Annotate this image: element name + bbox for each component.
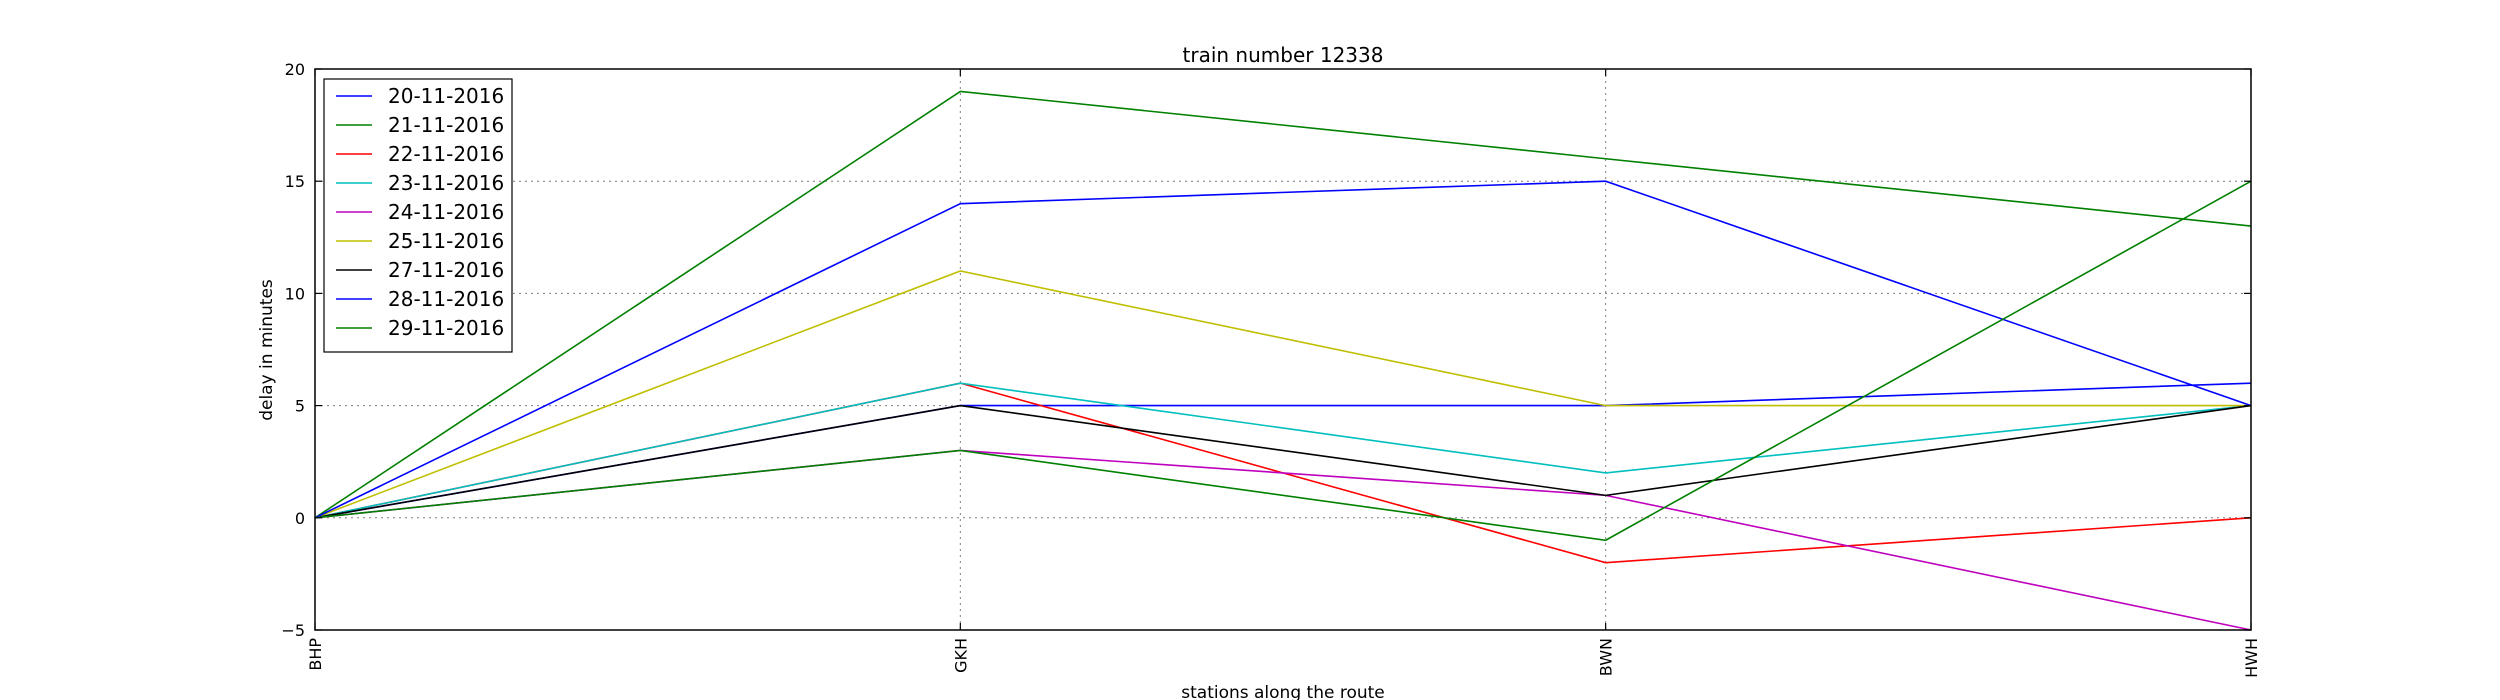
y-axis-label: delay in minutes bbox=[257, 279, 277, 421]
series-line-28-11-2016 bbox=[314, 180, 2252, 519]
y-tick-label: 15 bbox=[285, 172, 305, 191]
x-tick-label: BWN bbox=[1597, 638, 1616, 676]
series-line-21-11-2016 bbox=[314, 90, 2252, 519]
legend-entry-label: 25-11-2016 bbox=[388, 229, 504, 253]
legend-entry-label: 22-11-2016 bbox=[388, 142, 504, 166]
chart-title: train number 12338 bbox=[1183, 43, 1384, 67]
axis-ticks: −5 0 5 10 15 20 BHP GKH BWN HWH bbox=[281, 60, 2261, 678]
x-tick-label: BHP bbox=[306, 638, 325, 671]
series-lines bbox=[314, 90, 2252, 631]
legend-entry-label: 28-11-2016 bbox=[388, 287, 504, 311]
x-axis-label: stations along the route bbox=[1181, 683, 1385, 700]
series-line-27-11-2016 bbox=[314, 404, 2252, 519]
legend-entry-label: 20-11-2016 bbox=[388, 84, 504, 108]
y-tick-label: −5 bbox=[281, 621, 305, 640]
y-tick-label: 0 bbox=[295, 509, 305, 528]
series-line-23-11-2016 bbox=[314, 382, 2252, 519]
y-tick-label: 5 bbox=[295, 397, 305, 416]
x-tick-label: GKH bbox=[951, 638, 970, 673]
legend-entry-label: 23-11-2016 bbox=[388, 171, 504, 195]
x-tick-label: HWH bbox=[2242, 638, 2261, 678]
legend-entry-label: 29-11-2016 bbox=[388, 316, 504, 340]
legend-entry-label: 21-11-2016 bbox=[388, 113, 504, 137]
y-tick-label: 10 bbox=[285, 284, 305, 303]
legend-entry-label: 27-11-2016 bbox=[388, 258, 504, 282]
plot-area-frame bbox=[314, 68, 2252, 631]
y-tick-label: 20 bbox=[285, 60, 305, 79]
series-line-25-11-2016 bbox=[314, 270, 2251, 519]
series-line-29-11-2016 bbox=[314, 180, 2252, 542]
legend: 20-11-2016 21-11-2016 22-11-2016 23-11-2016… bbox=[323, 78, 513, 353]
legend-entry-label: 24-11-2016 bbox=[388, 200, 504, 224]
